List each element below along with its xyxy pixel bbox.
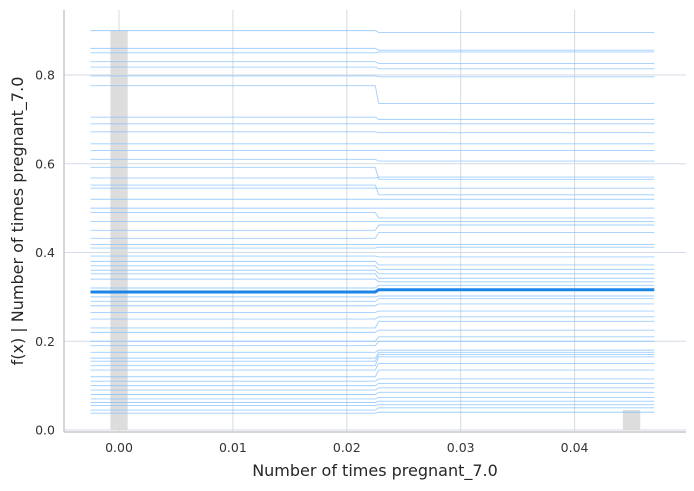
ice-line-13 bbox=[90, 166, 655, 180]
ice-line-44 bbox=[90, 356, 655, 367]
y-axis-label: f(x) | Number of times pregnant_7.0 bbox=[8, 77, 28, 366]
ice-line-27 bbox=[90, 265, 655, 270]
ice-line-35 bbox=[90, 310, 655, 313]
tick-labels: 0.00 0.01 0.02 0.03 0.04 0.0 0.2 0.4 0.6 0.8 bbox=[35, 68, 588, 456]
ice-line-0 bbox=[90, 30, 655, 33]
ice-line-40 bbox=[90, 340, 655, 347]
ice-line-15 bbox=[90, 184, 655, 196]
ice-line-30 bbox=[90, 278, 655, 283]
ice-line-31 bbox=[90, 284, 655, 289]
x-tick-label-0: 0.00 bbox=[105, 440, 133, 455]
ice-line-4 bbox=[90, 66, 655, 70]
ice-line-45 bbox=[90, 362, 655, 371]
ice-line-2 bbox=[90, 51, 655, 54]
ice-line-41 bbox=[90, 349, 655, 353]
ice-line-1 bbox=[90, 47, 655, 51]
ice-line-5 bbox=[90, 75, 655, 78]
average-line bbox=[90, 288, 655, 294]
ice-line-19 bbox=[90, 212, 655, 219]
ice-line-39 bbox=[90, 336, 655, 342]
y-tick-label-4: 0.8 bbox=[35, 68, 55, 83]
ice-line-6 bbox=[90, 85, 655, 104]
ice-line-12 bbox=[90, 158, 655, 162]
x-tick-label-3: 0.03 bbox=[447, 440, 475, 455]
ice-line-49 bbox=[90, 387, 655, 391]
ice-line-38 bbox=[90, 329, 655, 333]
ice-line-26 bbox=[90, 260, 655, 266]
ice-lines bbox=[90, 30, 655, 414]
ice-line-37 bbox=[90, 320, 655, 329]
x-tick-label-4: 0.04 bbox=[561, 440, 589, 455]
ice-line-22 bbox=[90, 232, 655, 239]
ice-line-42 bbox=[90, 351, 655, 359]
ice-line-3 bbox=[90, 61, 655, 64]
y-tick-label-3: 0.6 bbox=[35, 156, 55, 171]
ice-line-29 bbox=[90, 273, 655, 279]
ice-line-21 bbox=[90, 224, 655, 231]
ice-line-9 bbox=[90, 131, 655, 134]
histogram-bar-1 bbox=[622, 410, 641, 430]
ice-line-47 bbox=[90, 378, 655, 382]
y-tick-label-0: 0.0 bbox=[35, 423, 55, 438]
ice-line-52 bbox=[90, 400, 655, 403]
ice-line-32 bbox=[90, 295, 655, 298]
ice-line-46 bbox=[90, 369, 655, 378]
ice-line-55 bbox=[90, 411, 655, 414]
ice-line-7 bbox=[90, 116, 655, 120]
ice-line-36 bbox=[90, 316, 655, 320]
ice-line-48 bbox=[90, 382, 655, 387]
ice-line-34 bbox=[90, 303, 655, 307]
average-line-group bbox=[90, 288, 655, 294]
ice-line-28 bbox=[90, 269, 655, 275]
x-axis-label: Number of times pregnant_7.0 bbox=[252, 461, 498, 481]
ice-line-53 bbox=[90, 404, 655, 407]
ice-line-43 bbox=[90, 354, 655, 362]
ice-line-25 bbox=[90, 255, 655, 258]
x-tick-label-2: 0.02 bbox=[333, 440, 361, 455]
ice-line-54 bbox=[90, 407, 655, 411]
ice-line-33 bbox=[90, 298, 655, 302]
axes bbox=[63, 10, 686, 433]
ice-line-14 bbox=[90, 176, 655, 179]
y-tick-label-1: 0.2 bbox=[35, 334, 55, 349]
ice-line-24 bbox=[90, 246, 655, 249]
x-tick-label-1: 0.01 bbox=[219, 440, 247, 455]
y-tick-label-2: 0.4 bbox=[35, 245, 55, 260]
ice-line-51 bbox=[90, 397, 655, 400]
ice-line-50 bbox=[90, 391, 655, 395]
